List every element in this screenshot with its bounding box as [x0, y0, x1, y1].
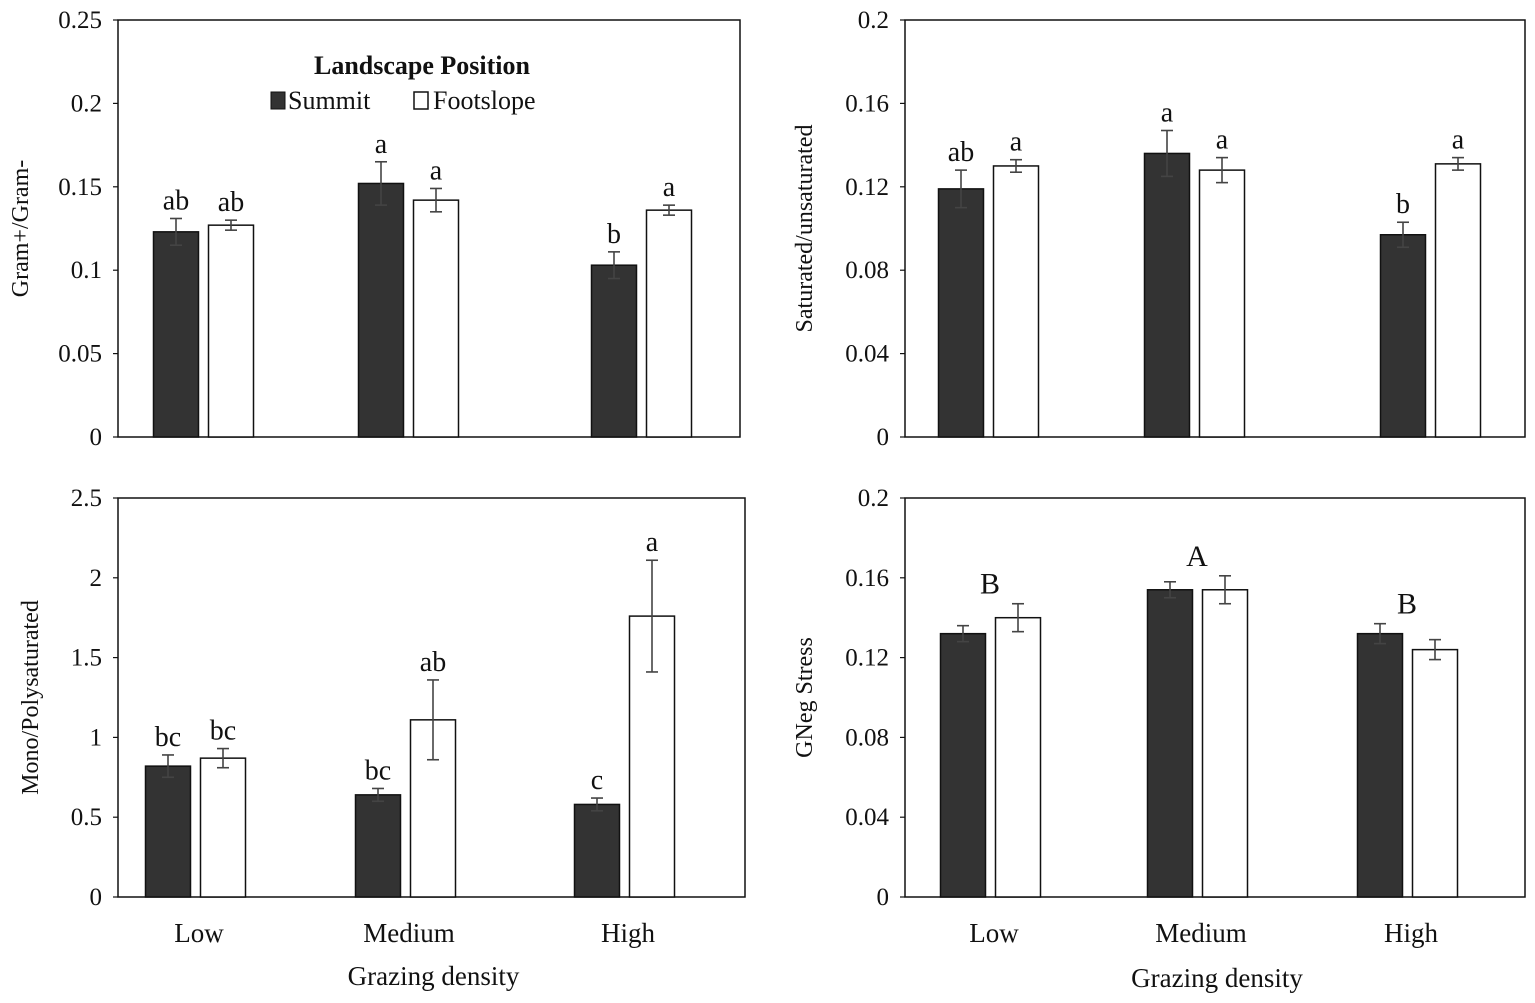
y-tick-label: 0.08	[845, 724, 889, 751]
y-tick-label: 2.5	[71, 485, 102, 512]
legend-label-summit: Summit	[288, 86, 371, 115]
bar-footslope-high	[1434, 163, 1482, 438]
significance-letter: a	[1216, 125, 1229, 156]
bar-footslope-high	[645, 209, 693, 438]
y-tick-label: 0.16	[845, 90, 889, 117]
significance-letter: ab	[420, 647, 446, 678]
significance-letter: bc	[365, 755, 391, 786]
y-tick-label: 0.04	[845, 341, 889, 368]
y-axis-label: Mono/Polysaturated	[18, 600, 44, 795]
y-tick-label: 0.15	[58, 174, 102, 201]
y-tick-label: 1.5	[71, 645, 102, 672]
y-axis-label: GNeg Stress	[792, 637, 818, 758]
legend-label-footslope: Footslope	[433, 86, 536, 115]
y-axis-label: Saturated/unsaturated	[792, 125, 818, 333]
group-letter: B	[980, 568, 1000, 601]
significance-letter: c	[591, 765, 603, 796]
bar-footslope-low	[207, 224, 255, 438]
significance-letter: a	[646, 527, 659, 558]
significance-letter: bc	[155, 722, 181, 753]
y-tick-label: 0.1	[71, 257, 102, 284]
x-axis-label: Grazing density	[348, 961, 520, 991]
y-tick-label: 0.08	[845, 257, 889, 284]
group-letter: A	[1186, 540, 1208, 573]
legend-swatch-footslope	[413, 91, 429, 110]
x-tick-label-low: Low	[969, 918, 1019, 948]
y-tick-label: 0	[90, 424, 103, 451]
bar-summit-low	[152, 231, 200, 438]
significance-letter: bc	[210, 716, 236, 747]
bar-summit-medium	[1146, 589, 1194, 898]
x-tick-label-medium: Medium	[363, 918, 455, 948]
y-tick-label: 0.12	[845, 645, 889, 672]
group-letter: B	[1397, 588, 1417, 621]
y-tick-label: 0.05	[58, 341, 102, 368]
significance-letter: a	[1452, 125, 1465, 156]
legend: Landscape Position Summit Footslope	[270, 51, 536, 115]
significance-letter: a	[1010, 127, 1023, 158]
y-tick-label: 0.5	[71, 804, 102, 831]
bar-footslope-low	[199, 757, 247, 898]
significance-letter: ab	[163, 185, 189, 216]
significance-letter: ab	[218, 187, 244, 218]
bar-footslope-medium	[1201, 589, 1249, 898]
bar-footslope-low	[992, 165, 1040, 438]
bar-summit-high	[1356, 632, 1404, 898]
significance-letter: a	[430, 155, 443, 186]
y-tick-label: 0.2	[858, 485, 889, 512]
bar-summit-medium	[357, 182, 405, 438]
bar-footslope-low	[994, 616, 1042, 898]
bar-summit-low	[939, 632, 987, 898]
significance-letter: a	[663, 172, 676, 203]
y-tick-label: 2	[90, 565, 103, 592]
y-tick-label: 0	[877, 424, 890, 451]
y-tick-label: 1	[90, 724, 103, 751]
significance-letter: a	[1161, 98, 1174, 129]
y-tick-label: 0	[877, 884, 890, 911]
bar-footslope-high	[1411, 648, 1459, 898]
bar-summit-medium	[354, 794, 402, 898]
y-axis-label: Gram+/Gram-	[8, 160, 34, 297]
significance-letter: a	[375, 129, 388, 160]
significance-letter: ab	[948, 137, 974, 168]
y-tick-label: 0.2	[71, 90, 102, 117]
bar-summit-high	[573, 803, 621, 898]
y-tick-label: 0	[90, 884, 103, 911]
significance-letter: b	[607, 219, 621, 250]
bar-summit-low	[937, 188, 985, 438]
legend-title: Landscape Position	[314, 51, 531, 80]
x-tick-label-medium: Medium	[1155, 918, 1247, 948]
y-tick-label: 0.16	[845, 565, 889, 592]
y-tick-label: 0.12	[845, 174, 889, 201]
panel-gneg-stress: 0 0.04 0.08 0.12 0.16 0.2 GNeg Stress B A B Low Med…	[792, 485, 1526, 993]
x-axis-label: Grazing density	[1131, 963, 1303, 993]
x-tick-label-high: High	[601, 918, 656, 948]
bar-summit-high	[590, 264, 638, 438]
bar-summit-medium	[1143, 152, 1191, 438]
bar-summit-low	[144, 765, 192, 898]
x-tick-label-high: High	[1384, 918, 1439, 948]
x-tick-label-low: Low	[174, 918, 224, 948]
y-tick-label: 0.04	[845, 804, 889, 831]
bar-footslope-medium	[1198, 169, 1246, 438]
significance-letter: b	[1396, 189, 1410, 220]
y-tick-label: 0.25	[58, 7, 102, 34]
bar-footslope-medium	[412, 199, 460, 438]
legend-swatch-summit	[270, 91, 286, 110]
bar-summit-high	[1379, 234, 1427, 438]
y-tick-label: 0.2	[858, 7, 889, 34]
panel-saturated-unsaturated: 0 0.04 0.08 0.12 0.16 0.2 Saturated/unsaturate…	[792, 7, 1526, 451]
